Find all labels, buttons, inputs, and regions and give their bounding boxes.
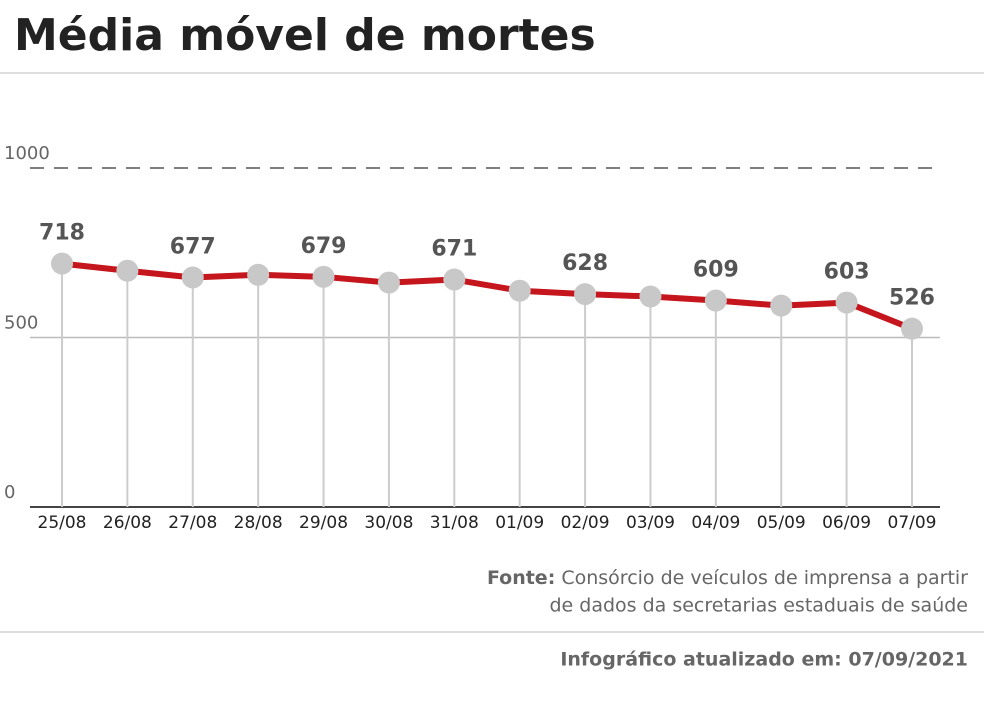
chart-title: Média móvel de mortes	[14, 10, 596, 61]
x-tick-label: 25/08	[38, 513, 87, 533]
source: Fonte: Consórcio de veículos de imprensa…	[487, 567, 968, 589]
point	[181, 266, 204, 289]
value-label: 677	[170, 234, 216, 259]
value-label: 671	[431, 237, 477, 262]
y-tick-label: 500	[4, 313, 38, 334]
x-tick-label: 31/08	[430, 513, 479, 533]
value-label: 718	[39, 221, 85, 246]
x-tick-label: 28/08	[234, 513, 283, 533]
x-tick-label: 05/09	[757, 513, 806, 533]
x-tick-label: 03/09	[626, 513, 675, 533]
point	[704, 289, 727, 312]
point	[116, 259, 139, 282]
x-tick-label: 01/09	[495, 513, 544, 533]
value-label: 526	[889, 286, 935, 311]
point	[574, 283, 597, 306]
y-tick-label: 1000	[4, 143, 50, 164]
value-label: 603	[824, 260, 870, 285]
updated: Infográfico atualizado em: 07/09/2021	[560, 649, 968, 671]
value-label: 609	[693, 258, 739, 283]
x-tick-label: 04/09	[691, 513, 740, 533]
point	[639, 285, 662, 308]
source-label: Fonte:	[487, 567, 555, 589]
plot: 0 500 1000 25/08 26/08 27/08 28/08 29/08 30/08 31…	[4, 143, 940, 533]
x-tick-label: 27/08	[168, 513, 217, 533]
x-tick-label: 06/09	[822, 513, 871, 533]
point	[901, 317, 923, 340]
x-tick-label: 02/09	[561, 513, 610, 533]
source-text: Consórcio de veículos de imprensa a part…	[561, 567, 968, 589]
point	[312, 265, 335, 288]
x-tick-label: 29/08	[299, 513, 348, 533]
value-label: 679	[301, 234, 347, 259]
point	[51, 252, 73, 275]
value-label: 628	[562, 251, 608, 276]
x-tick-label: 26/08	[103, 513, 152, 533]
point	[835, 291, 858, 314]
point	[443, 268, 466, 291]
x-tick-label: 07/09	[888, 513, 937, 533]
point	[247, 263, 270, 286]
point	[770, 294, 793, 317]
source-text: de dados da secretarias estaduais de saú…	[549, 595, 968, 617]
x-tick-label: 30/08	[364, 513, 413, 533]
point	[508, 279, 531, 302]
point	[377, 271, 400, 294]
y-tick-label: 0	[4, 482, 15, 503]
